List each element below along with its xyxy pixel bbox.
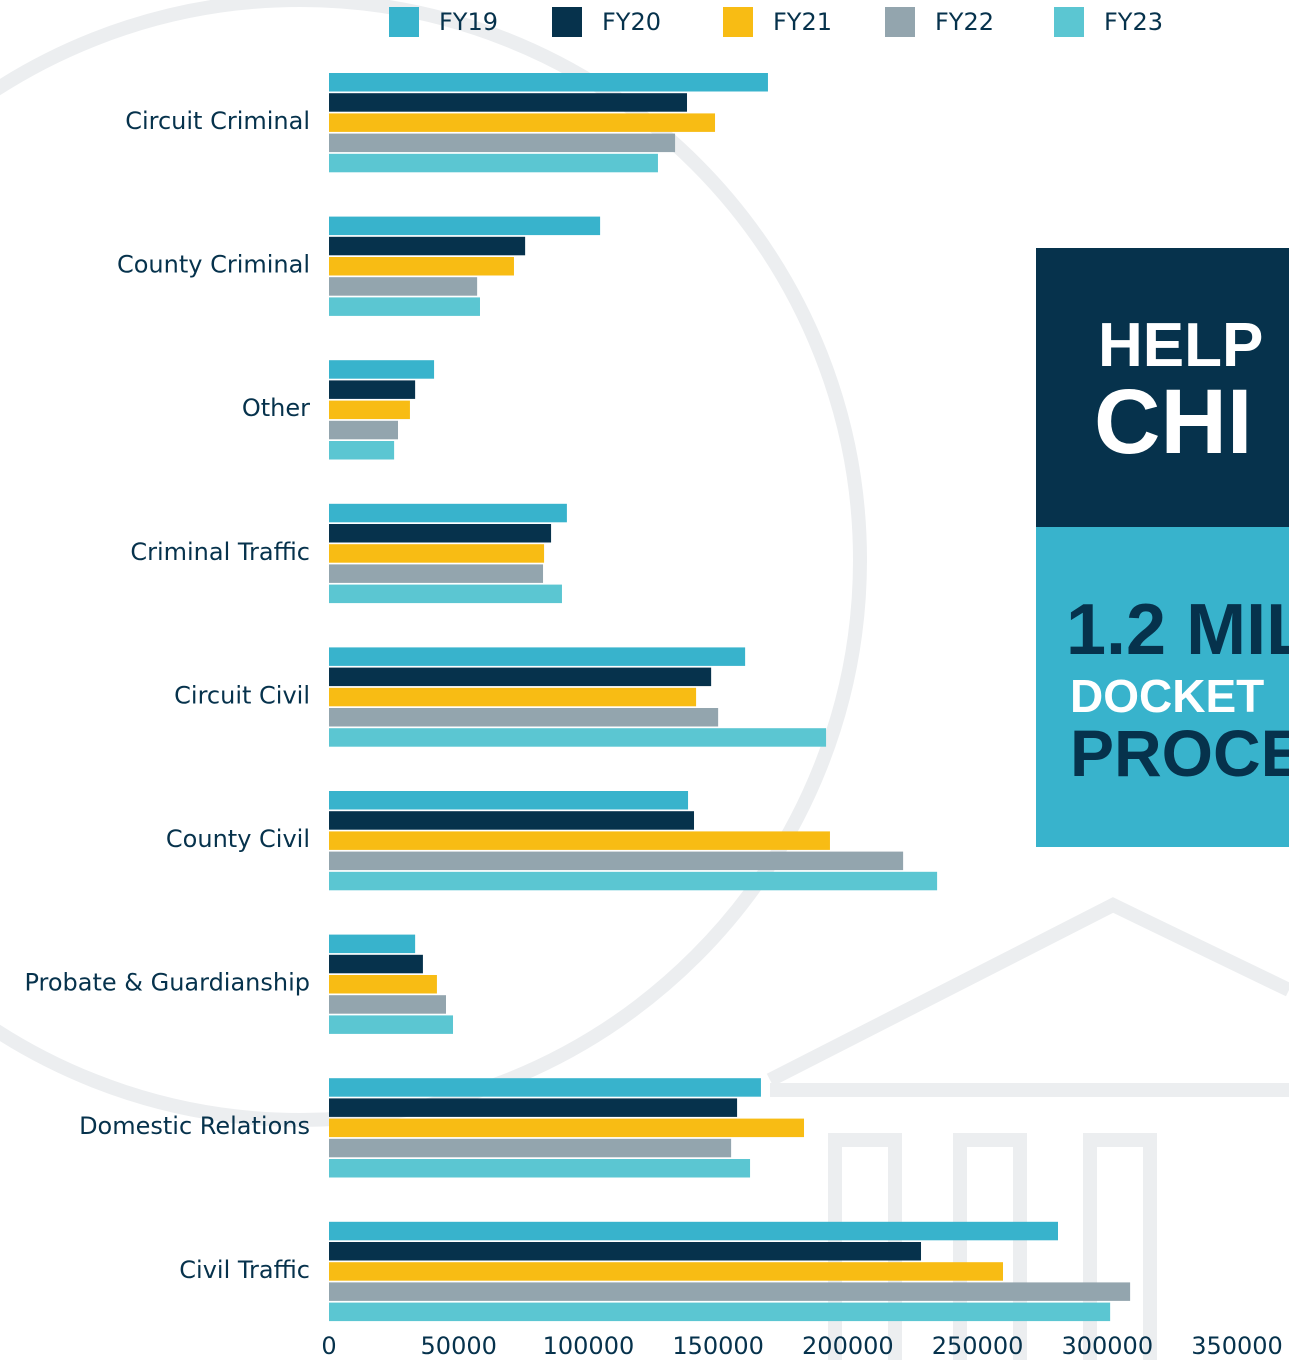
bar <box>329 401 410 420</box>
bar <box>329 1262 1003 1281</box>
bar <box>329 1119 804 1138</box>
bar <box>329 935 415 954</box>
bar <box>329 791 688 810</box>
legend-label: FY19 <box>439 8 498 36</box>
legend-swatch <box>1054 7 1084 37</box>
bar <box>329 852 903 871</box>
bar <box>329 1139 731 1158</box>
stat-line: PROCE <box>1070 715 1289 791</box>
bar <box>329 688 696 707</box>
bar <box>329 585 562 604</box>
bar <box>329 134 675 153</box>
stat: 1.2 MIL <box>1066 589 1289 671</box>
legend-label: FY20 <box>602 8 661 36</box>
legend-swatch <box>885 7 915 37</box>
bar <box>329 811 694 830</box>
bar <box>329 257 514 276</box>
bar <box>329 524 551 543</box>
x-tick-label: 350000 <box>1191 1332 1283 1360</box>
legend-label: FY21 <box>773 8 832 36</box>
bar <box>329 1015 453 1034</box>
legend-swatch <box>389 7 419 37</box>
bar <box>329 1242 921 1261</box>
category-label: Other <box>242 394 310 422</box>
category-label: Probate & Guardianship <box>24 969 310 997</box>
bar <box>329 975 437 994</box>
stat-panel: 1.2 MIL DOCKET PROCE <box>1036 527 1289 847</box>
x-tick-label: 250000 <box>932 1332 1024 1360</box>
bar <box>329 113 715 131</box>
legend-swatch <box>552 7 582 37</box>
bar <box>329 831 830 850</box>
headline: CHI <box>1094 370 1252 475</box>
bar <box>329 504 567 523</box>
bar <box>329 564 543 583</box>
category-label: Domestic Relations <box>79 1112 310 1140</box>
bar <box>329 728 826 747</box>
bar <box>329 1098 737 1117</box>
category-label: Civil Traffic <box>179 1256 310 1284</box>
bar <box>329 668 711 687</box>
bar <box>329 1303 1110 1322</box>
bar <box>329 544 544 563</box>
category-label: Criminal Traffic <box>130 538 310 566</box>
x-tick-label: 100000 <box>543 1332 635 1360</box>
bar <box>329 955 423 974</box>
page: 0 50000 100000 150000 200000 250000 300000 3500… <box>0 0 1289 1360</box>
category-label: Circuit Criminal <box>125 107 310 135</box>
category-label: County Civil <box>166 825 310 853</box>
bar <box>329 1159 750 1178</box>
bar <box>329 708 718 727</box>
bar <box>329 277 477 296</box>
bar <box>329 421 398 440</box>
bar <box>329 441 394 460</box>
bar <box>329 872 937 891</box>
x-tick-label: 150000 <box>672 1332 764 1360</box>
bar <box>329 647 745 666</box>
bar <box>329 217 600 236</box>
bar <box>329 297 480 316</box>
legend-label: FY22 <box>935 8 994 36</box>
x-tick-label: 0 <box>321 1332 336 1360</box>
bar <box>329 1078 761 1097</box>
legend-label: FY23 <box>1104 8 1163 36</box>
x-tick-label: 300000 <box>1061 1332 1153 1360</box>
category-label: Circuit Civil <box>174 681 310 709</box>
x-tick-label: 50000 <box>421 1332 497 1360</box>
x-tick-label: 200000 <box>802 1332 894 1360</box>
bar <box>329 73 768 92</box>
bar <box>329 1282 1130 1301</box>
bar <box>329 154 658 173</box>
bar <box>329 1222 1058 1241</box>
bar <box>329 237 525 256</box>
bar <box>329 360 434 379</box>
category-label: County Criminal <box>117 251 310 279</box>
headline-panel: HELP CHI <box>1036 248 1289 527</box>
bar <box>329 995 446 1014</box>
bar <box>329 380 415 399</box>
bar <box>329 93 687 112</box>
legend-swatch <box>723 7 753 37</box>
